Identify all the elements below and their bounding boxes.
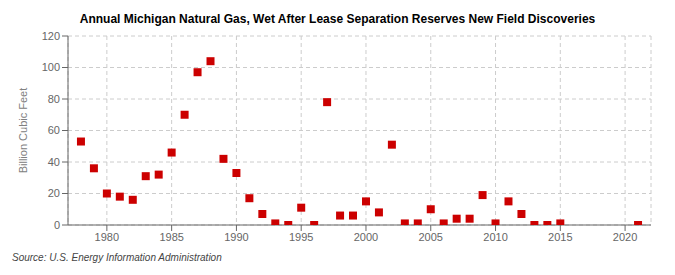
svg-text:1980: 1980 [95,231,119,243]
html-text:Source: U.S. Energy Informatio: Source: U.S. Energy Information Administ… [12,252,222,263]
svg-text:60: 60 [48,124,60,136]
svg-text:Billion Cubic Feet: Billion Cubic Feet [17,88,29,174]
svg-text:100: 100 [42,61,60,73]
svg-text:2020: 2020 [613,231,637,243]
svg-text:2015: 2015 [548,231,572,243]
svg-text:120: 120 [42,30,60,42]
svg-text:1995: 1995 [289,231,313,243]
svg-text:80: 80 [48,93,60,105]
svg-text:1985: 1985 [159,231,183,243]
svg-text:2010: 2010 [483,231,507,243]
svg-text:1990: 1990 [224,231,248,243]
svg-text:2005: 2005 [419,231,443,243]
svg-text:20: 20 [48,187,60,199]
svg-text:40: 40 [48,156,60,168]
html-text:Annual Michigan Natural Gas, W: Annual Michigan Natural Gas, Wet After L… [79,12,596,26]
svg-text:0: 0 [54,219,60,231]
svg-text:2000: 2000 [354,231,378,243]
